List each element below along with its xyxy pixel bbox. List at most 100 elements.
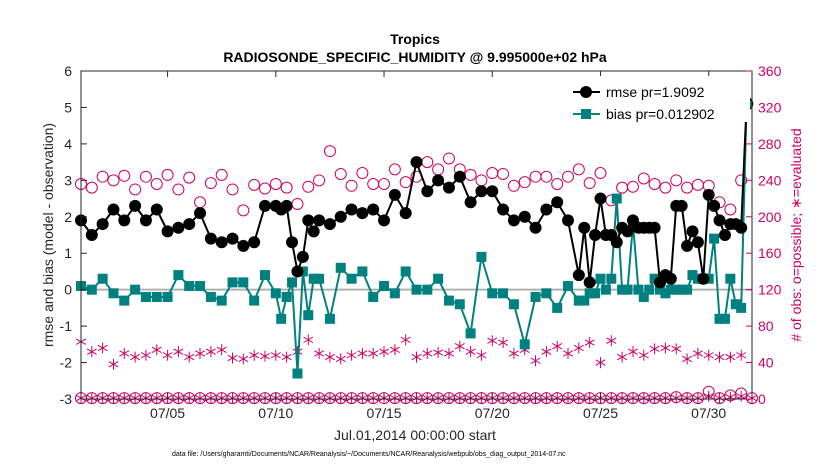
rmse-series [75, 97, 754, 289]
obs-evaluated-marker [433, 347, 444, 358]
obs-evaluated-baseline-marker [541, 392, 552, 404]
obs-evaluated-baseline-marker [552, 392, 563, 404]
obs-evaluated-baseline-marker [692, 392, 703, 404]
bias-point [644, 284, 655, 295]
obs-evaluated-baseline-marker [195, 392, 206, 404]
rmse-point [410, 156, 423, 169]
obs-evaluated-baseline-marker [476, 392, 487, 404]
bias-point [649, 273, 660, 284]
rmse-point [367, 203, 380, 216]
rmse-point [551, 196, 564, 209]
obs-possible-marker [626, 180, 639, 193]
obs-possible-marker [572, 163, 585, 176]
obs-evaluated-baseline-marker [346, 392, 357, 404]
bias-point [573, 295, 584, 306]
obs-evaluated-baseline-marker [682, 392, 693, 404]
legend-bias-label: bias pr=0.012902 [606, 106, 715, 122]
obs-evaluated-baseline-marker [281, 392, 292, 404]
rmse-point [486, 185, 499, 198]
obs-possible-marker [204, 177, 217, 190]
obs-evaluated-marker [487, 335, 498, 347]
legend-bias-marker [581, 109, 591, 119]
rmse-point [432, 174, 445, 187]
obs-evaluated-marker [389, 344, 400, 356]
rmse-point [540, 203, 553, 216]
obs-evaluated-marker [97, 342, 108, 354]
rmse-point [107, 203, 120, 216]
obs-evaluated-baseline-marker [508, 392, 519, 404]
obs-evaluated-baseline-marker [638, 392, 649, 404]
chart-title: Tropics [390, 31, 440, 47]
bias-point [379, 281, 390, 292]
x-tick-label: 07/05 [150, 405, 185, 421]
obs-possible-marker [388, 163, 401, 176]
rmse-point [296, 250, 309, 263]
y2-tick-label: 280 [758, 136, 782, 152]
bias-point [676, 284, 687, 295]
bias-point [687, 270, 698, 281]
rmse-point [139, 214, 152, 227]
rmse-point [718, 229, 731, 241]
bias-point [287, 277, 298, 288]
x-tick-label: 07/10 [258, 405, 293, 421]
obs-evaluated-marker [692, 347, 703, 359]
rmse-point [529, 221, 542, 234]
bias-point [151, 291, 162, 302]
bias-point [259, 270, 270, 281]
obs-evaluated-baseline-marker [584, 392, 595, 404]
obs-evaluated-baseline-marker [108, 392, 119, 404]
bias-point [308, 273, 319, 284]
y-tick-label: 0 [64, 282, 72, 298]
y-tick-label: -1 [60, 318, 73, 334]
bias-point [173, 270, 184, 281]
rmse-point [697, 272, 710, 285]
obs-possible-marker [118, 169, 131, 182]
bias-point [563, 281, 574, 292]
rmse-point [518, 210, 531, 223]
rmse-point [691, 236, 704, 249]
bias-point [476, 251, 487, 262]
obs-evaluated-marker [627, 346, 638, 358]
obs-evaluated-baseline-marker [714, 392, 725, 404]
bias-point [130, 284, 141, 295]
bias-point [249, 295, 260, 306]
bias-point [622, 284, 633, 295]
bias-point [195, 281, 206, 292]
obs-evaluated-baseline-marker [184, 392, 195, 404]
bias-point [443, 295, 454, 306]
rmse-point [215, 236, 228, 249]
bias-point [324, 313, 335, 324]
obs-evaluated-marker [422, 347, 433, 359]
rmse-point [334, 210, 347, 223]
obs-evaluated-baseline-marker [216, 392, 227, 404]
rmse-point [356, 207, 369, 220]
obs-possible-marker [323, 145, 336, 158]
obs-evaluated-baseline-marker [97, 392, 108, 404]
bias-point [389, 288, 400, 299]
obs-evaluated-baseline-marker [335, 392, 346, 404]
obs-evaluated-marker [443, 347, 454, 359]
obs-possible-marker [497, 167, 510, 180]
obs-evaluated-baseline-marker [357, 392, 368, 404]
obs-evaluated-marker [130, 351, 141, 363]
obs-evaluated-marker [476, 349, 487, 361]
bias-point [205, 291, 216, 302]
obs-evaluated-marker [541, 346, 552, 358]
bias-point [346, 273, 357, 284]
obs-evaluated-baseline-marker [259, 392, 270, 404]
bias-point [281, 291, 292, 302]
x-tick-label: 07/20 [475, 405, 510, 421]
bias-point [368, 291, 379, 302]
bias-point [335, 262, 346, 273]
y-axis-ticks: -3 -2 -1 0 1 2 3 4 5 6 [60, 63, 87, 407]
obs-evaluated-baseline-marker [205, 392, 216, 404]
obs-evaluated-marker [195, 347, 206, 359]
bias-point [541, 288, 552, 299]
bias-point [314, 273, 325, 284]
obs-evaluated-baseline-marker [227, 392, 238, 404]
rmse-point [85, 229, 98, 241]
bias-point [184, 281, 195, 292]
obs-evaluated-baseline-marker [671, 392, 682, 404]
obs-evaluated-baseline-marker [314, 392, 325, 404]
obs-evaluated-baseline-marker [519, 392, 530, 404]
